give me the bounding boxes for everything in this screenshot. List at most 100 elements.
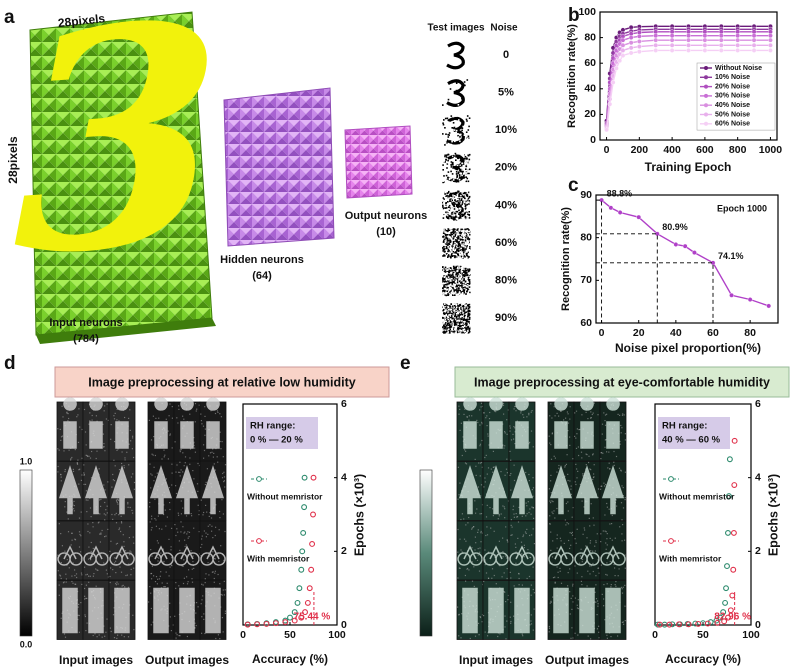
noise-pixel bbox=[459, 284, 462, 287]
noise-pixel bbox=[454, 318, 457, 320]
noise-pixel bbox=[574, 412, 576, 414]
noise-pixel bbox=[452, 201, 455, 204]
noise-pixel bbox=[455, 306, 457, 308]
noise-pixel bbox=[460, 313, 462, 315]
noise-pixel bbox=[151, 555, 153, 557]
noise-pixel bbox=[104, 536, 106, 538]
noise-pixel bbox=[152, 621, 154, 623]
noise-pixel bbox=[463, 293, 466, 295]
noise-pixel bbox=[458, 280, 461, 283]
noise-pixel bbox=[456, 319, 459, 322]
noise-pixel bbox=[464, 272, 467, 275]
noise-pixel bbox=[446, 251, 448, 253]
noise-pixel bbox=[484, 564, 486, 566]
noise-pixel bbox=[84, 431, 87, 433]
noise-pixel bbox=[115, 582, 117, 585]
noise-pixel bbox=[179, 461, 181, 463]
noise-pixel bbox=[460, 283, 462, 285]
noise-pixel bbox=[528, 412, 530, 414]
noise-pixel bbox=[454, 330, 457, 332]
noise-pixel bbox=[449, 272, 451, 275]
noise-pixel bbox=[466, 191, 469, 193]
noise-pixel bbox=[446, 313, 448, 316]
noise-pixel bbox=[442, 271, 445, 274]
noise-pixel bbox=[462, 270, 464, 272]
noise-pixel bbox=[123, 545, 125, 547]
noise-pixel bbox=[581, 457, 583, 459]
noise-pixel bbox=[455, 194, 457, 197]
noise-pixel bbox=[466, 137, 469, 140]
noise-pixel bbox=[209, 512, 211, 514]
noise-pixel bbox=[201, 583, 203, 585]
noise-pixel bbox=[458, 239, 460, 242]
noise-pixel bbox=[449, 234, 452, 237]
noise-pixel bbox=[452, 327, 455, 329]
noise-pixel bbox=[453, 318, 456, 320]
noise-pixel bbox=[505, 468, 508, 470]
noise-pixel bbox=[442, 332, 444, 334]
noise-pixel bbox=[170, 630, 172, 632]
noise-pixel bbox=[447, 171, 450, 173]
noise-pixel bbox=[518, 577, 520, 580]
noise-pixel bbox=[467, 567, 469, 570]
noise-pixel bbox=[468, 329, 470, 332]
noise-pixel bbox=[224, 530, 226, 533]
noise-pixel bbox=[129, 554, 131, 556]
noise-pixel bbox=[479, 409, 481, 411]
noise-pixel bbox=[484, 456, 486, 459]
noise-pixel bbox=[480, 406, 482, 408]
noise-pixel bbox=[456, 330, 459, 332]
noise-pixel bbox=[456, 314, 459, 316]
noise-pixel bbox=[124, 457, 126, 459]
noise-pixel bbox=[464, 256, 466, 258]
sample-image bbox=[547, 520, 575, 581]
noise-pixel bbox=[175, 471, 177, 473]
noise-pixel bbox=[450, 280, 452, 282]
noise-pixel bbox=[461, 276, 464, 279]
noise-pixel bbox=[175, 534, 177, 537]
noise-pixel bbox=[460, 251, 462, 253]
noise-pixel bbox=[448, 178, 451, 180]
noise-pixel bbox=[442, 330, 444, 332]
noise-pixel bbox=[529, 534, 531, 537]
noise-pixel bbox=[184, 531, 186, 533]
noise-pixel bbox=[462, 326, 465, 328]
noise-pixel bbox=[124, 586, 126, 588]
noise-pixel bbox=[172, 624, 174, 626]
noise-pixel bbox=[204, 632, 206, 635]
noise-pixel bbox=[480, 532, 482, 534]
noise-pixel bbox=[456, 321, 458, 324]
noise-pixel bbox=[456, 200, 459, 202]
sample-image bbox=[56, 461, 84, 521]
noise-pixel bbox=[459, 329, 461, 331]
noise-pixel bbox=[576, 433, 578, 435]
noise-pixel bbox=[462, 271, 465, 274]
noise-pixel bbox=[444, 205, 447, 208]
noise-pixel bbox=[622, 487, 624, 489]
noise-pixel bbox=[446, 328, 448, 330]
noise-pixel bbox=[466, 177, 469, 180]
noise-pixel bbox=[205, 481, 207, 483]
noise-pixel bbox=[468, 282, 471, 285]
noise-pixel bbox=[451, 212, 453, 214]
noise-pixel bbox=[128, 464, 130, 466]
noise-pixel bbox=[442, 277, 444, 279]
noise-pixel bbox=[444, 322, 447, 324]
noise-pixel bbox=[80, 558, 82, 560]
noise-pixel bbox=[458, 635, 460, 637]
noise-pixel bbox=[465, 293, 467, 295]
noise-pixel bbox=[123, 541, 125, 543]
noise-pixel bbox=[465, 305, 468, 308]
noise-pixel bbox=[479, 475, 481, 477]
noise-pixel bbox=[592, 453, 594, 455]
noise-pixel bbox=[445, 234, 447, 237]
noise-pixel bbox=[457, 233, 460, 236]
noise-pixel bbox=[453, 156, 456, 159]
noise-pixel bbox=[466, 198, 469, 201]
noise-pixel bbox=[448, 312, 450, 315]
noise-pixel bbox=[121, 451, 123, 453]
noise-pixel bbox=[531, 534, 533, 536]
noise-pixel bbox=[61, 435, 63, 437]
noise-pixel bbox=[459, 309, 462, 312]
noise-pixel bbox=[485, 516, 488, 518]
